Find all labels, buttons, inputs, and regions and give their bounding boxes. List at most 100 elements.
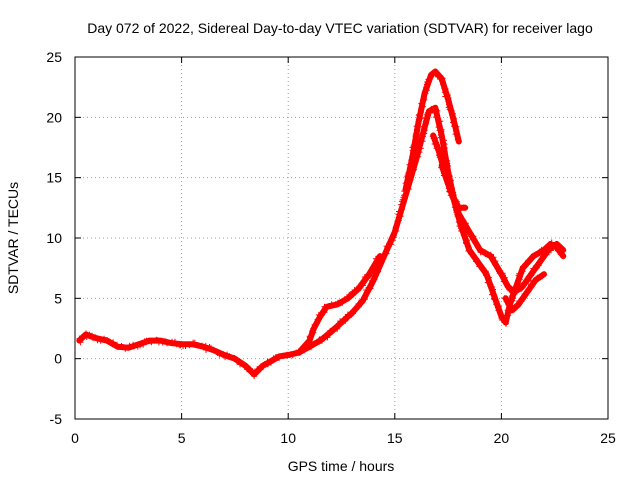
data-point-marker [417, 145, 424, 152]
data-point-marker [503, 320, 509, 327]
data-point-marker [448, 107, 455, 114]
data-point-marker [532, 265, 539, 272]
series-trace-lower [501, 271, 547, 314]
data-point-marker [406, 161, 413, 168]
data-point-marker [462, 204, 469, 211]
data-point-marker [122, 345, 129, 352]
data-point-marker [451, 197, 458, 204]
data-point-marker [395, 217, 402, 224]
data-point-marker [376, 253, 383, 260]
data-point-marker [77, 339, 84, 346]
data-point-marker [528, 270, 535, 277]
data-point-marker [140, 341, 147, 348]
data-point-marker [298, 347, 305, 354]
data-point-marker [382, 250, 389, 257]
data-point-marker [459, 217, 466, 224]
data-point-marker [90, 335, 96, 342]
data-point-marker [451, 204, 458, 211]
data-point-marker [310, 325, 317, 332]
data-point-marker [420, 95, 427, 102]
data-point-marker [148, 339, 155, 346]
data-point-marker [318, 337, 325, 344]
data-point-marker [349, 292, 356, 299]
data-point-marker [309, 342, 316, 348]
data-point-marker [101, 335, 108, 342]
data-point-marker [505, 283, 512, 290]
data-point-marker [342, 317, 349, 324]
data-point-marker [416, 142, 423, 149]
data-point-marker [368, 267, 375, 274]
x-tick-label: 0 [71, 430, 79, 446]
data-point-marker [393, 223, 400, 230]
data-point-marker [339, 299, 346, 306]
data-point-marker [358, 297, 365, 304]
data-point-marker [315, 311, 322, 318]
y-tick-label: 0 [54, 351, 62, 367]
data-point-marker [401, 188, 408, 195]
data-point-marker [524, 260, 530, 267]
data-point-marker [437, 118, 444, 125]
data-point-marker [351, 306, 358, 313]
y-tick-label: -5 [50, 411, 63, 427]
data-point-marker [521, 280, 528, 287]
x-tick-label: 10 [280, 430, 296, 446]
data-point-marker [412, 131, 419, 138]
data-point-marker [469, 232, 476, 239]
data-point-marker [535, 262, 542, 269]
data-point-marker [474, 242, 481, 249]
y-tick-label: 20 [46, 109, 62, 125]
data-point-marker [510, 305, 517, 312]
data-point-marker [316, 337, 323, 343]
data-point-marker [543, 251, 550, 258]
data-point-marker [371, 276, 378, 283]
data-point-marker [534, 274, 541, 281]
data-point-marker [372, 272, 379, 279]
data-point-marker [525, 278, 532, 285]
data-point-marker [455, 138, 462, 145]
data-point-marker [348, 311, 355, 318]
data-point-marker [409, 153, 416, 160]
data-point-marker [490, 286, 496, 293]
data-point-marker [359, 282, 366, 289]
data-point-marker [267, 359, 274, 366]
data-point-marker [356, 283, 363, 290]
data-point-marker [441, 85, 448, 92]
data-point-marker [463, 240, 470, 247]
data-point-marker [236, 358, 243, 364]
data-point-marker [440, 140, 447, 147]
data-point-marker [424, 79, 431, 85]
data-point-marker [441, 165, 448, 172]
data-point-marker [446, 188, 453, 195]
data-point-marker [411, 148, 418, 155]
data-point-marker [560, 247, 567, 254]
data-point-marker [360, 277, 367, 284]
data-point-marker [453, 128, 460, 135]
data-point-marker [489, 291, 495, 298]
data-point-marker [421, 91, 428, 98]
data-point-marker [445, 98, 452, 105]
data-point-marker [253, 370, 259, 377]
data-point-marker [361, 274, 368, 280]
data-point-marker [147, 338, 153, 345]
data-point-marker [560, 253, 567, 260]
data-point-marker [367, 283, 374, 289]
data-point-marker [452, 200, 459, 207]
data-point-marker [315, 316, 322, 323]
chart-title: Day 072 of 2022, Sidereal Day-to-day VTE… [87, 20, 593, 36]
x-tick-label: 25 [600, 430, 616, 446]
data-point-marker [433, 69, 440, 76]
y-tick-label: 25 [46, 49, 62, 65]
data-point-marker [289, 352, 296, 359]
data-point-marker [411, 141, 418, 148]
plot-frame [74, 56, 609, 420]
data-point-marker [107, 338, 113, 345]
data-point-marker [413, 123, 420, 130]
data-point-marker [398, 207, 404, 214]
data-point-marker [390, 232, 397, 239]
data-point-marker [126, 342, 133, 349]
data-point-marker [438, 78, 445, 84]
data-point-marker [164, 340, 170, 347]
data-point-marker [544, 248, 551, 254]
